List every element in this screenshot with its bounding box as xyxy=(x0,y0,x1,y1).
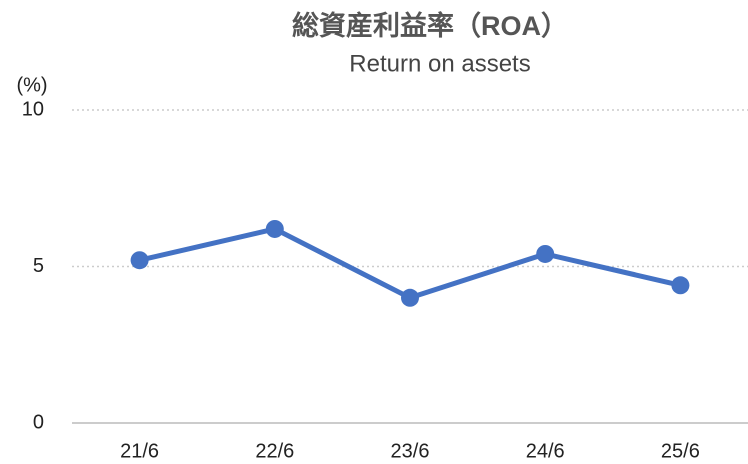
x-tick-label: 23/6 xyxy=(391,440,430,462)
point xyxy=(671,276,690,295)
y-tick-label: 10 xyxy=(22,98,44,120)
chart-title: 総資産利益率（ROA） xyxy=(292,10,568,41)
chart-subtitle: Return on assets xyxy=(349,50,530,77)
x-tick-label: 25/6 xyxy=(661,440,700,462)
x-tick-label: 22/6 xyxy=(255,440,294,462)
point xyxy=(265,219,284,238)
x-tick-label: 21/6 xyxy=(120,440,159,462)
y-axis-label: (%) xyxy=(16,74,47,96)
y-tick-label: 0 xyxy=(33,411,44,433)
x-tick-label: 24/6 xyxy=(526,440,565,462)
y-tick-label: 5 xyxy=(33,255,44,277)
point xyxy=(130,251,149,270)
line xyxy=(139,226,681,301)
point xyxy=(401,288,419,307)
point xyxy=(536,244,555,263)
